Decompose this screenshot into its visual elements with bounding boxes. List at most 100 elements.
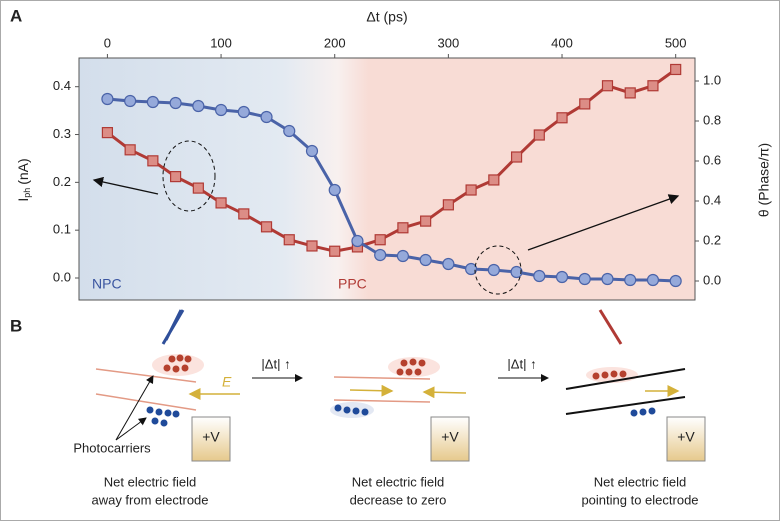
y-tick-label: 0.2 (53, 174, 71, 189)
x-axis-label: Δt (ps) (366, 9, 407, 25)
pointer (527, 194, 680, 251)
marker (669, 274, 682, 288)
y-tick-label: 0.0 (53, 269, 71, 284)
marker (147, 155, 159, 167)
marker (442, 199, 454, 211)
state-2 (330, 357, 470, 462)
marker (533, 129, 545, 141)
y-tick-label: 0.1 (53, 222, 71, 237)
marker (488, 174, 500, 186)
marker (101, 127, 114, 139)
marker (442, 257, 455, 271)
electrode-label: +V (202, 429, 220, 445)
marker (646, 273, 660, 287)
marker (670, 63, 682, 76)
marker (624, 87, 636, 99)
electrode-label: +V (441, 429, 459, 445)
annotation: PPC (338, 276, 367, 292)
y2-tick-label: 1.0 (703, 72, 721, 87)
marker (215, 197, 227, 209)
marker (328, 183, 341, 197)
marker (579, 98, 591, 110)
caption: decrease to zero (350, 492, 447, 507)
state-1 (95, 354, 240, 462)
marker (101, 92, 114, 106)
marker (124, 144, 136, 156)
plot (101, 63, 682, 288)
caption: away from electrode (91, 492, 208, 507)
marker (487, 263, 500, 277)
x-tick-label: 400 (551, 35, 573, 50)
marker (237, 105, 250, 119)
field-label: E (222, 374, 232, 390)
highlight (162, 140, 216, 212)
carriers-label: Photocarriers (73, 440, 151, 455)
marker (396, 249, 410, 263)
x-tick-label: 0 (104, 35, 111, 50)
marker (397, 222, 409, 234)
y-label-main: I (15, 198, 31, 202)
panel-label: A (10, 6, 22, 25)
marker (124, 94, 137, 108)
y-axis-label: Iph (nA) (15, 158, 33, 201)
marker (647, 80, 659, 92)
marker (192, 182, 204, 194)
marker (420, 215, 432, 227)
marker (510, 151, 523, 163)
marker (465, 262, 478, 276)
annotation: NPC (92, 276, 122, 292)
marker (601, 272, 614, 286)
y2-axis-label: θ (Phase/π) (756, 143, 772, 217)
marker (283, 234, 295, 246)
marker (374, 234, 386, 246)
marker (419, 253, 432, 267)
electrode-label: +V (677, 429, 695, 445)
y2-tick-label: 0.2 (703, 232, 721, 247)
pointer (92, 176, 159, 195)
marker (238, 208, 250, 220)
caption: pointing to electrode (581, 492, 698, 507)
marker (351, 234, 364, 248)
marker (146, 95, 159, 109)
panel-label: B (10, 316, 22, 335)
marker (306, 240, 318, 252)
marker (260, 221, 273, 233)
y-tick-label: 0.4 (53, 78, 71, 93)
marker (465, 184, 477, 196)
marker (555, 270, 569, 284)
caption: Net electric field (594, 474, 686, 489)
marker (305, 144, 319, 158)
y2-tick-label: 0.4 (703, 192, 721, 207)
y2-tick-label: 0.0 (703, 272, 721, 287)
marker (624, 273, 637, 287)
x-tick-label: 300 (438, 35, 460, 50)
x-tick-label: 200 (324, 35, 346, 50)
marker (329, 245, 341, 257)
caption: Net electric field (104, 474, 196, 489)
marker (170, 171, 182, 183)
x-tick-label: 500 (665, 35, 687, 50)
state-3 (565, 367, 706, 462)
marker (260, 110, 273, 124)
y2-tick-label: 0.8 (703, 112, 721, 127)
x-tick-label: 100 (210, 35, 232, 50)
marker (578, 272, 591, 286)
marker (169, 96, 182, 110)
highlight (474, 245, 522, 295)
marker (374, 248, 387, 262)
y-label-unit: (nA) (15, 158, 31, 184)
pointer (161, 309, 185, 345)
y-tick-label: 0.3 (53, 126, 71, 141)
marker (510, 265, 523, 279)
marker (214, 103, 228, 117)
y-label-sub: ph (22, 188, 32, 198)
step-label: |Δt| ↑ (507, 356, 536, 371)
marker (601, 80, 614, 92)
pointer (598, 309, 623, 345)
plot-frame (78, 57, 696, 301)
caption: Net electric field (352, 474, 444, 489)
marker (192, 99, 205, 113)
step-label: |Δt| ↑ (261, 356, 290, 371)
marker (283, 124, 296, 138)
